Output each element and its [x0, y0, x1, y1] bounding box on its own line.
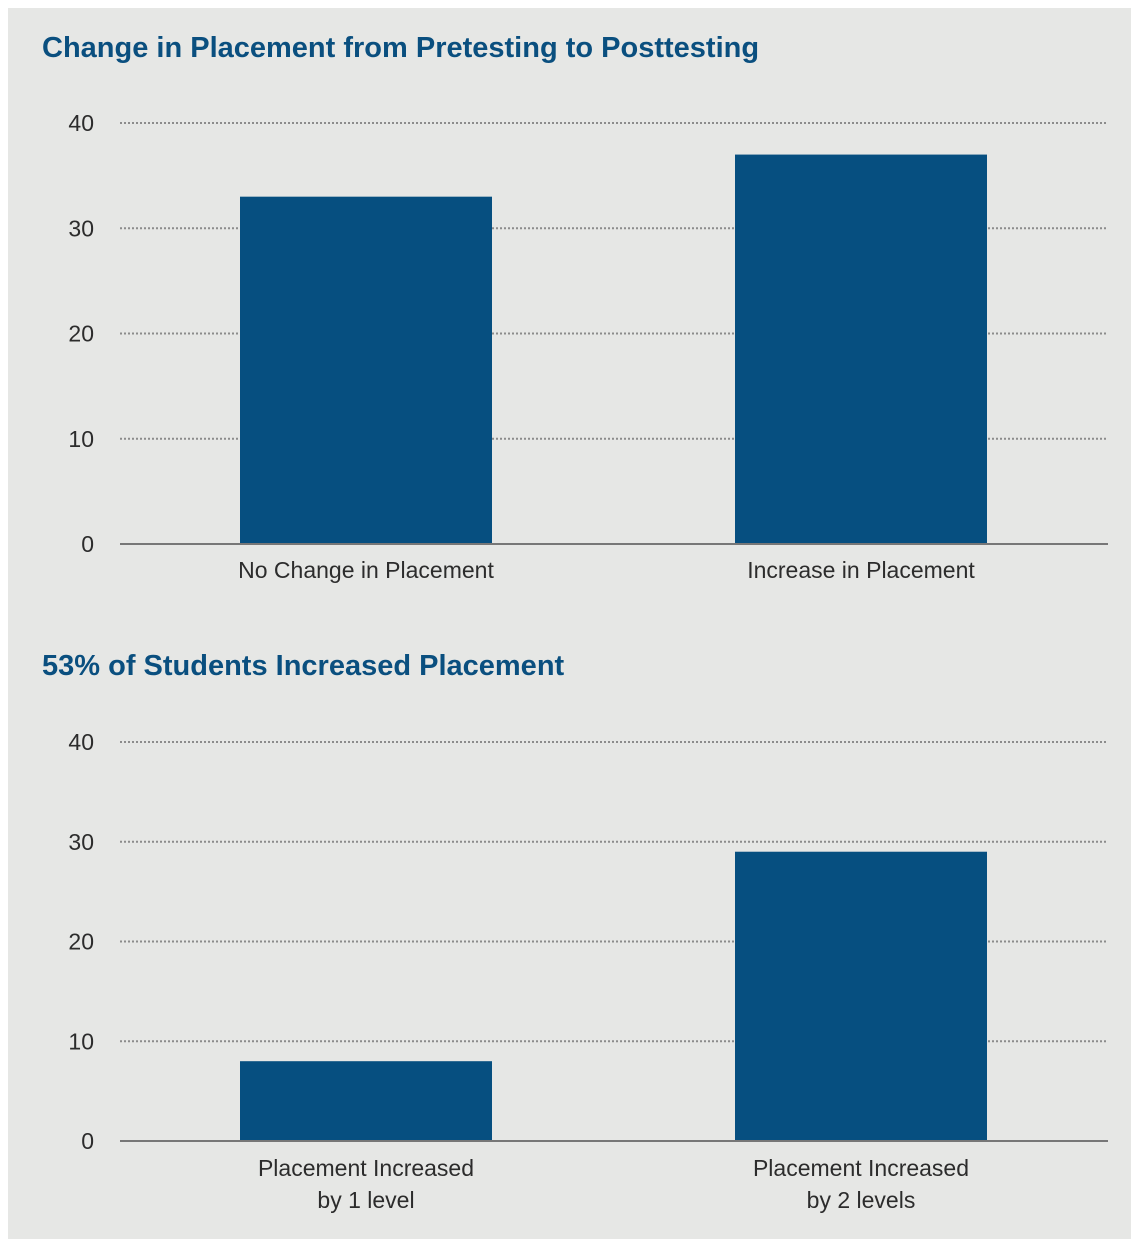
x-category-label-line: by 1 level — [317, 1187, 414, 1213]
x-category-label-line: Placement Increased — [258, 1155, 474, 1181]
chart-panel: Change in Placement from Pretesting to P… — [8, 8, 1131, 1239]
y-tick-label: 20 — [68, 321, 94, 347]
y-tick-label: 20 — [68, 929, 94, 955]
x-category-label-line: Placement Increased — [753, 1155, 969, 1181]
x-category-label: Placement Increased by 1 level — [258, 1155, 474, 1213]
bar — [240, 196, 492, 545]
bar-chart-placement-change: 0 10 20 30 40 No Change in Placement Increase … — [68, 110, 1108, 583]
y-tick-label: 30 — [68, 215, 94, 241]
bar — [735, 154, 987, 544]
y-tick-label: 0 — [81, 531, 94, 557]
x-category-label: Placement Increased by 2 levels — [753, 1155, 969, 1213]
chart-title-placement-change: Change in Placement from Pretesting to P… — [42, 32, 760, 64]
x-category-label: No Change in Placement — [238, 557, 494, 583]
bar — [240, 1061, 492, 1141]
x-category-label-line: by 2 levels — [807, 1187, 916, 1213]
y-tick-label: 0 — [81, 1128, 94, 1154]
chart-title-students-increased: 53% of Students Increased Placement — [42, 650, 565, 682]
x-category-label: Increase in Placement — [747, 557, 975, 583]
y-tick-label: 10 — [68, 426, 94, 452]
y-tick-label: 40 — [68, 110, 94, 136]
x-category-label-line: Increase in Placement — [747, 557, 975, 583]
x-category-label-line: No Change in Placement — [238, 557, 494, 583]
y-tick-label: 10 — [68, 1028, 94, 1054]
bar — [735, 851, 987, 1141]
y-tick-label: 30 — [68, 829, 94, 855]
y-tick-label: 40 — [68, 729, 94, 755]
